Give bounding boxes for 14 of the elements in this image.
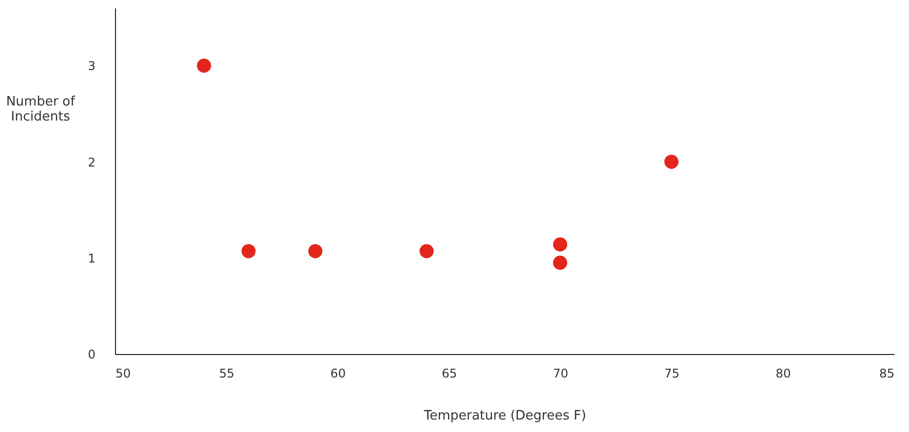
y-tick-label: 0: [88, 348, 96, 362]
y-axis-title: Number of Incidents: [6, 94, 76, 124]
x-tick-label: 80: [776, 366, 791, 380]
y-tick-label: 2: [88, 155, 96, 170]
x-tick-label: 75: [664, 366, 680, 380]
x-axis-title: Temperature (Degrees F): [422, 408, 586, 424]
y-tick-label: 3: [88, 59, 96, 74]
x-tick-label: 60: [330, 366, 346, 380]
x-tick-label: 65: [442, 366, 457, 380]
x-tick-label: 55: [219, 366, 234, 380]
x-tick-label: 85: [879, 366, 894, 380]
x-tick-label: 50: [116, 366, 131, 380]
x-tick-label: 70: [553, 366, 568, 380]
y-tick-label: 1: [88, 251, 96, 266]
